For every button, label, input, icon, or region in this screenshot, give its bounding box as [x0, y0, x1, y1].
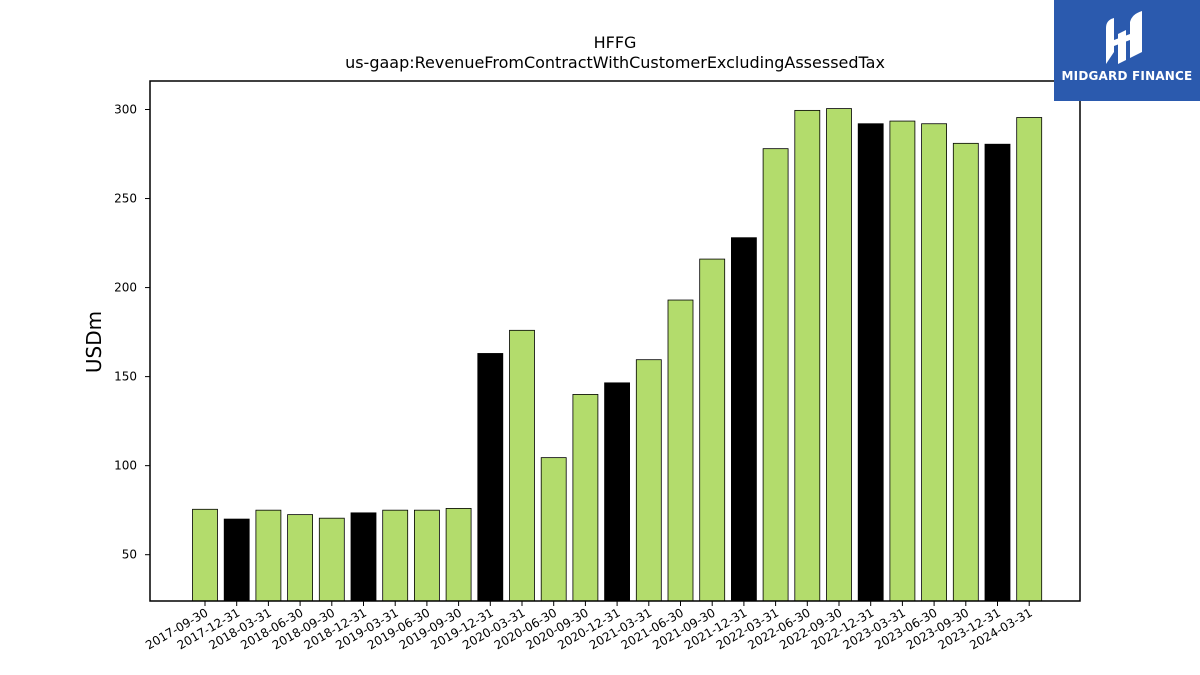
bar-2023-12-31 — [984, 143, 1011, 602]
bar-2022-03-31 — [762, 148, 789, 602]
bar-2021-06-30 — [667, 299, 694, 602]
y-tick-label: 100 — [114, 459, 137, 473]
y-ticks-group: 50 100 150 200 250 300 — [114, 102, 150, 562]
bar-2017-09-30 — [192, 508, 218, 602]
chart-title: HFFG — [594, 33, 637, 52]
bar-2020-12-31 — [604, 382, 630, 602]
bar-2018-06-30 — [287, 514, 314, 602]
bar-2020-03-31 — [509, 329, 535, 602]
company-logo: MIDGARD FINANCE — [1054, 0, 1200, 101]
bar-2017-12-31 — [223, 518, 250, 602]
chart-subtitle: us-gaap:RevenueFromContractWithCustomerE… — [345, 53, 885, 72]
bar-2024-03-31 — [1016, 117, 1043, 602]
bar-2023-09-30 — [952, 142, 979, 602]
bar-2022-09-30 — [826, 108, 852, 602]
bar-2018-09-30 — [318, 517, 345, 602]
bar-2022-06-30 — [794, 109, 821, 602]
bar-2022-12-31 — [857, 123, 884, 602]
x-ticks-group: 2017-09-302017-12-312018-03-312018-06-30… — [143, 601, 1035, 652]
bars-group — [192, 108, 1043, 602]
bar-2019-12-31 — [477, 353, 504, 602]
bar-2023-06-30 — [921, 123, 947, 602]
bar-2020-09-30 — [572, 394, 599, 602]
plot-frame — [149, 80, 1081, 602]
bar-2021-09-30 — [699, 258, 726, 602]
y-axis-label: USDm — [82, 311, 106, 373]
y-tick-label: 50 — [122, 548, 137, 562]
bar-2021-12-31 — [731, 237, 757, 602]
y-tick-label: 150 — [114, 370, 137, 384]
bar-2021-03-31 — [635, 359, 662, 602]
bar-2018-03-31 — [255, 509, 282, 602]
bar-2019-03-31 — [382, 509, 409, 602]
bar-2023-03-31 — [889, 120, 916, 602]
logo-mark-icon — [1106, 11, 1142, 64]
y-tick-label: 250 — [114, 192, 137, 206]
bar-2019-09-30 — [445, 507, 472, 602]
logo-text: MIDGARD FINANCE — [1061, 69, 1193, 83]
bar-2019-06-30 — [413, 509, 440, 602]
y-tick-label: 200 — [114, 281, 137, 295]
y-tick-label: 300 — [114, 102, 137, 116]
bar-2020-06-30 — [540, 457, 567, 602]
bar-2018-12-31 — [350, 512, 377, 602]
